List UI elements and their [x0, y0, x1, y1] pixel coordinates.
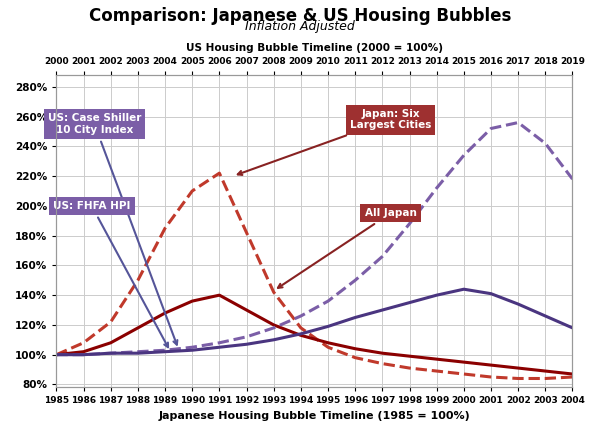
- Text: Inflation Adjusted: Inflation Adjusted: [245, 20, 355, 33]
- Text: US: Case Shiller
10 City Index: US: Case Shiller 10 City Index: [48, 113, 178, 345]
- X-axis label: Japanese Housing Bubble Timeline (1985 = 100%): Japanese Housing Bubble Timeline (1985 =…: [158, 411, 470, 421]
- Text: Comparison: Japanese & US Housing Bubbles: Comparison: Japanese & US Housing Bubble…: [89, 7, 511, 24]
- Text: US: FHFA HPI: US: FHFA HPI: [53, 201, 168, 347]
- Text: All Japan: All Japan: [278, 208, 416, 288]
- Text: Japan: Six
Largest Cities: Japan: Six Largest Cities: [238, 109, 431, 175]
- X-axis label: US Housing Bubble Timeline (2000 = 100%): US Housing Bubble Timeline (2000 = 100%): [186, 43, 443, 53]
